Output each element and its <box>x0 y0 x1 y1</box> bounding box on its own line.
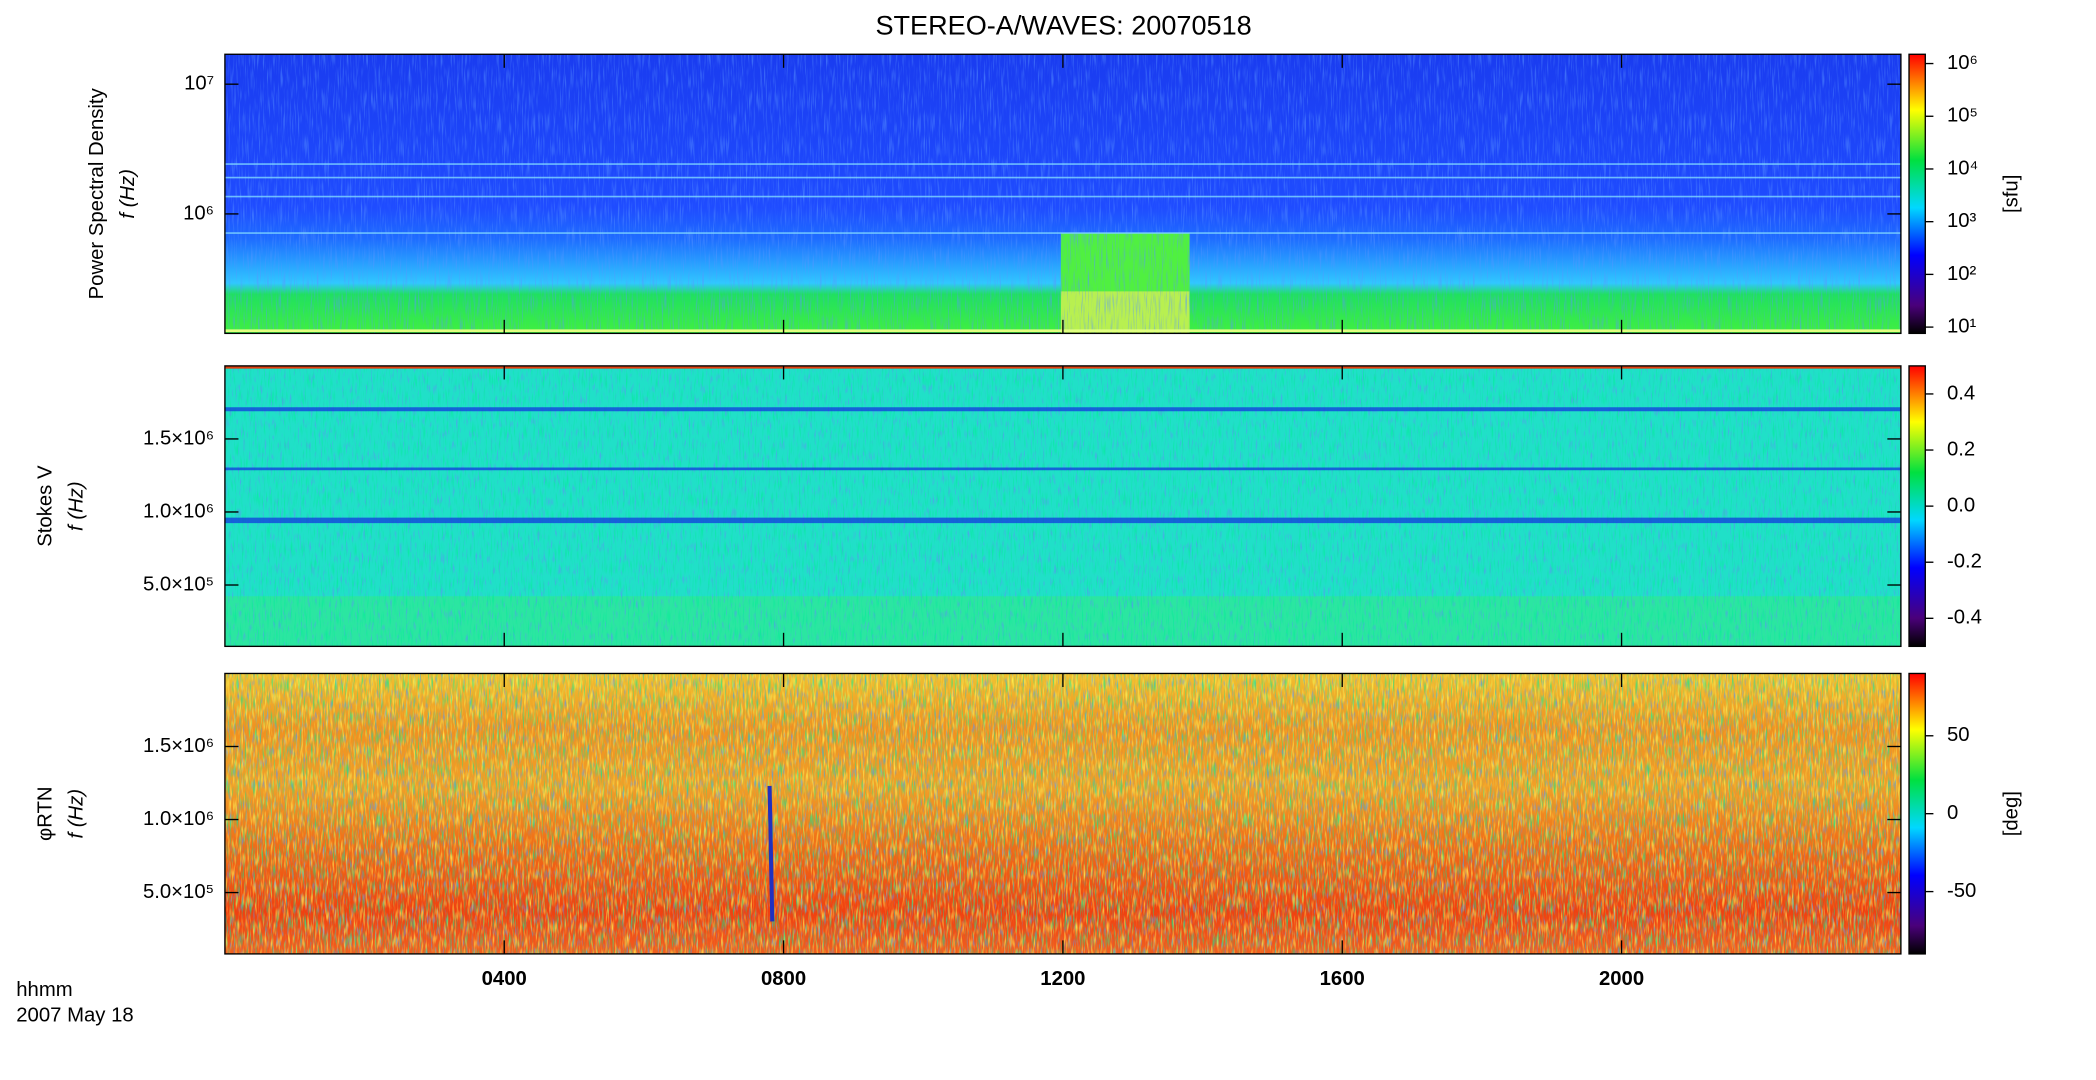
colorbar-tick-label: 10⁶ <box>1947 52 1978 74</box>
chart-title: STEREO-A/WAVES: 20070518 <box>875 9 1251 40</box>
y-tick-label: 5.0×10⁵ <box>143 881 214 903</box>
colorbar-tick-label: 10⁴ <box>1947 157 1978 179</box>
colorbar-tick-label: -0.4 <box>1947 607 1982 629</box>
x-tick-label: 2000 <box>1599 968 1644 990</box>
colorbar-tick-label: -0.2 <box>1947 551 1982 573</box>
colorbar-tick-label: 50 <box>1947 724 1970 746</box>
spectrogram-image <box>224 54 1901 334</box>
y-axis-label: Power Spectral Density <box>86 87 108 299</box>
y-tick-label: 1.5×10⁶ <box>143 735 214 757</box>
y-axis-label: f (Hz) <box>66 789 88 839</box>
colorbar-tick-label: 0.4 <box>1947 382 1975 404</box>
y-axis-label: φRTN <box>34 786 56 841</box>
colorbar-tick-label: 10¹ <box>1947 315 1977 337</box>
colorbar-tick-label: 10³ <box>1947 210 1977 232</box>
x-tick-label: 1200 <box>1040 968 1085 990</box>
colorbar-tick-label: -50 <box>1947 880 1976 902</box>
x-tick-label: 0400 <box>482 968 527 990</box>
date-label: 2007 May 18 <box>16 1005 133 1027</box>
x-axis-label: hhmm <box>16 979 72 1001</box>
spectrogram-image <box>224 365 1901 647</box>
y-axis-label: f (Hz) <box>66 481 88 531</box>
colorbar <box>1908 365 1926 648</box>
y-axis-label: Stokes V <box>34 465 56 547</box>
colorbar-tick-label: 10² <box>1947 263 1977 285</box>
colorbar-tick-label: 10⁵ <box>1947 105 1978 127</box>
y-tick-label: 1.0×10⁶ <box>143 808 214 830</box>
y-tick-label: 5.0×10⁵ <box>143 573 214 595</box>
colorbar-tick-label: 0.0 <box>1947 495 1975 517</box>
colorbar-tick-label: 0.2 <box>1947 438 1975 460</box>
colorbar-tick-label: 0 <box>1947 802 1958 824</box>
y-axis-label: f (Hz) <box>117 169 139 219</box>
spectrogram-image <box>224 673 1901 954</box>
y-tick-label: 10⁷ <box>184 73 214 95</box>
y-tick-label: 1.5×10⁶ <box>143 427 214 449</box>
y-tick-label: 10⁶ <box>183 202 214 224</box>
colorbar-label: [sfu] <box>2000 175 2022 213</box>
colorbar <box>1908 672 1926 955</box>
x-tick-label: 1600 <box>1320 968 1365 990</box>
x-tick-label: 0800 <box>761 968 806 990</box>
y-tick-label: 1.0×10⁶ <box>143 500 214 522</box>
colorbar-label: [deg] <box>2000 791 2022 836</box>
colorbar <box>1908 53 1926 335</box>
